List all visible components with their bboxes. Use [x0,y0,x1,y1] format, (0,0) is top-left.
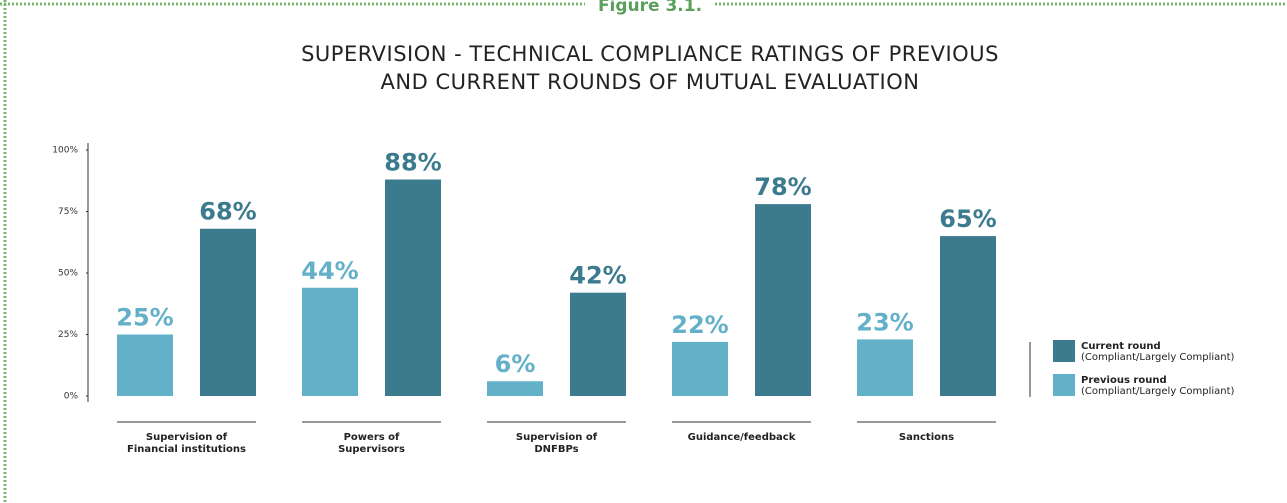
bar [385,179,441,396]
data-label: 23% [856,308,913,336]
x-tick-label: Supervision of Financial institutions [126,432,246,455]
x-tick-label: Powers of Supervisors [338,432,405,455]
data-label: 88% [384,149,441,177]
y-tick-label: 100% [52,146,78,156]
bar [755,204,811,396]
data-label: 42% [569,262,626,290]
legend-note: (Compliant/Largely Compliant) [1081,386,1235,397]
figure-label: Figure 3.1. [598,0,702,16]
bar [570,292,626,396]
bar [200,228,256,396]
x-tick-label: Guidance/feedback [687,432,796,443]
data-label: 22% [671,311,728,339]
data-label: 44% [301,257,358,285]
bar [487,381,543,396]
y-tick-label: 75% [58,207,78,217]
bar [672,341,728,396]
data-label: 78% [754,173,811,201]
legend-note: (Compliant/Largely Compliant) [1081,352,1235,363]
legend-swatch [1053,374,1075,396]
chart-title: SUPERVISION - TECHNICAL COMPLIANCE RATIN… [301,42,999,94]
y-tick-label: 25% [58,330,78,340]
bar [940,236,996,396]
bar [117,334,173,396]
legend-label: Current round [1081,341,1161,352]
data-label: 68% [199,198,256,226]
bar [857,339,913,396]
legend-swatch [1053,340,1075,362]
legend-label: Previous round [1081,375,1167,386]
y-tick-label: 0% [64,392,79,402]
bar [302,287,358,396]
data-label: 65% [939,205,996,233]
data-label: 6% [495,350,536,378]
y-tick-label: 50% [58,269,78,279]
x-tick-label: Sanctions [898,432,955,443]
data-label: 25% [116,304,173,332]
x-tick-label: Supervision of DNFBPs [515,432,598,455]
